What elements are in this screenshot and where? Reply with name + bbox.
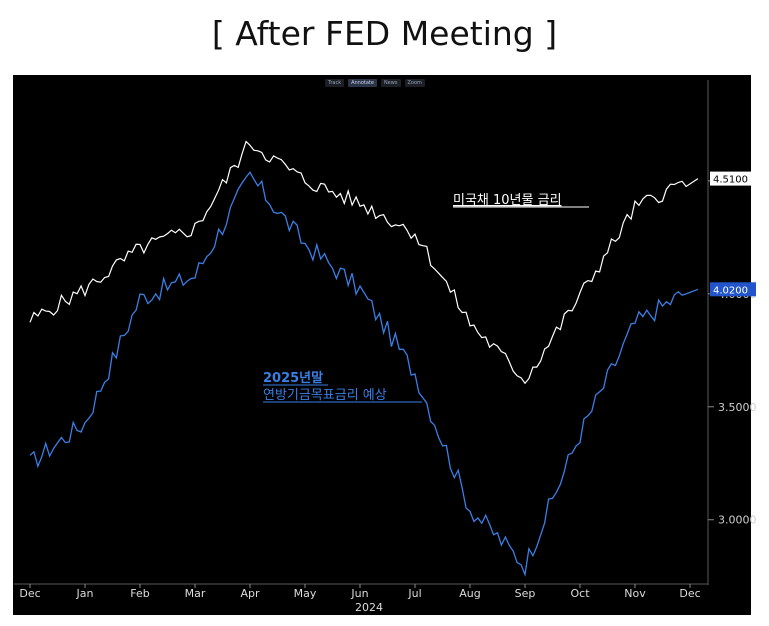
last-value-box-us10y bbox=[710, 171, 756, 186]
x-tick-label: Aug bbox=[459, 587, 480, 600]
y-tick-label: 3.0000 bbox=[718, 514, 757, 527]
x-tick-label: Mar bbox=[185, 587, 206, 600]
x-year-label: 2024 bbox=[355, 601, 383, 614]
x-tick-label: Apr bbox=[240, 587, 260, 600]
zoom-button[interactable]: Zoom bbox=[404, 79, 425, 87]
chart-lines bbox=[29, 140, 699, 577]
x-tick-label: Dec bbox=[19, 587, 40, 600]
track-button[interactable]: Track bbox=[325, 79, 345, 87]
page-title: [ After FED Meeting ] bbox=[211, 14, 558, 53]
series-fed-expect-line bbox=[29, 171, 699, 577]
x-tick-label: May bbox=[294, 587, 317, 600]
x-tick-label: Jun bbox=[350, 587, 368, 600]
chart-axes: 3.00003.50004.00004.5000DecJanFebMarAprM… bbox=[14, 80, 757, 614]
last-value-label-us10y: 4.5100 bbox=[713, 175, 748, 186]
x-tick-label: Oct bbox=[570, 587, 590, 600]
x-tick-label: Sep bbox=[515, 587, 536, 600]
annotation-us10y: 미국채 10년물 금리 bbox=[453, 193, 562, 208]
annotation-fed-line1: 2025년말 bbox=[263, 371, 323, 386]
annotate-button[interactable]: Annotate bbox=[348, 79, 377, 87]
x-tick-label: Jul bbox=[407, 587, 421, 600]
chart-toolbar: Track Annotate News Zoom bbox=[325, 79, 425, 87]
x-tick-label: Jan bbox=[76, 587, 94, 600]
annotation-fed-line2: 연방기금목표금리 예상 bbox=[263, 388, 387, 403]
x-tick-label: Feb bbox=[130, 587, 149, 600]
chart-panel bbox=[13, 75, 751, 615]
y-tick-label: 3.5000 bbox=[718, 401, 757, 414]
last-value-label-fed: 4.0200 bbox=[713, 285, 748, 296]
last-value-box-fed bbox=[710, 282, 756, 297]
x-tick-label: Nov bbox=[624, 587, 646, 600]
series-us10y-line bbox=[29, 140, 699, 385]
news-button[interactable]: News bbox=[380, 79, 401, 87]
x-tick-label: Dec bbox=[679, 587, 700, 600]
